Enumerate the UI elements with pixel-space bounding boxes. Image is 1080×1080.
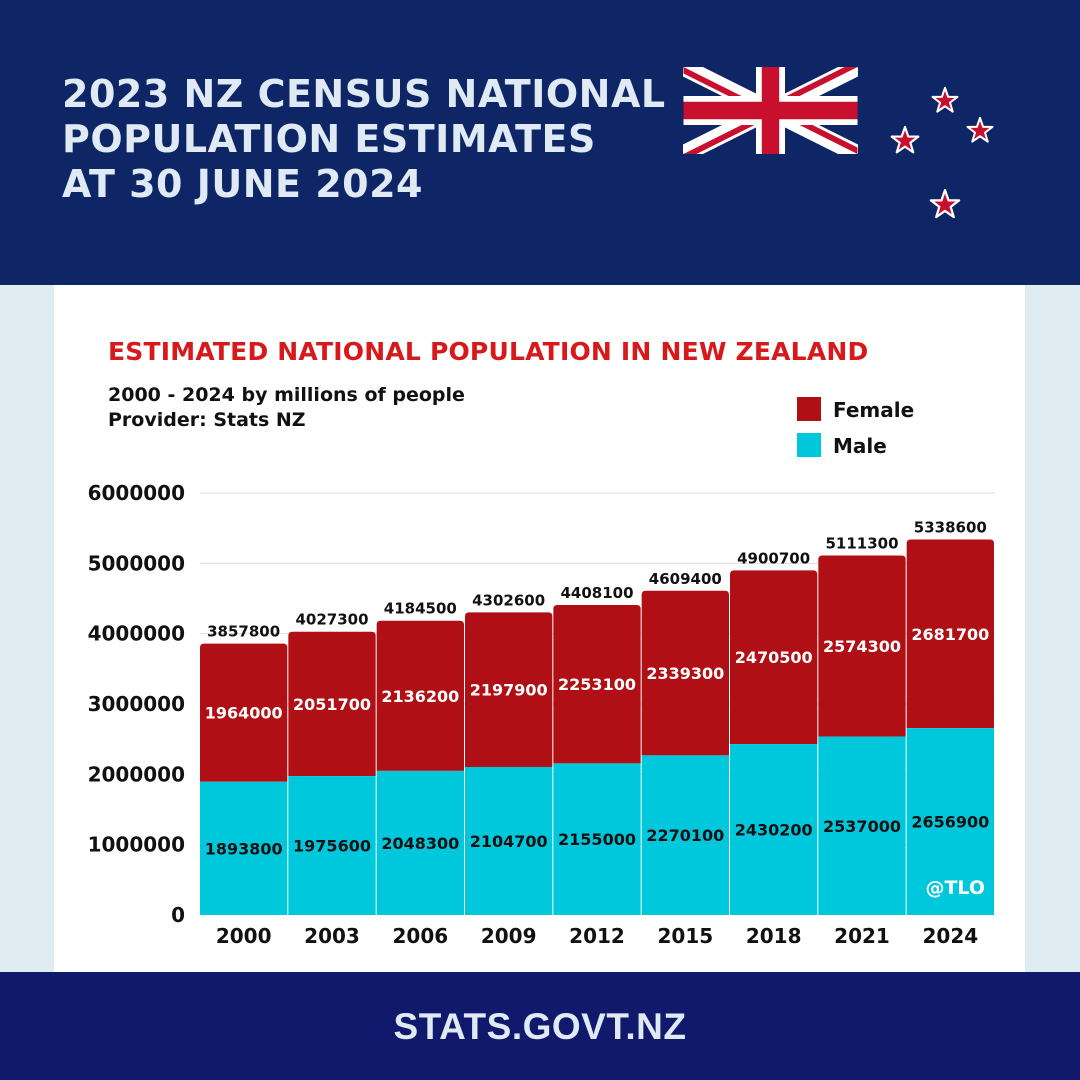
data-label-female: 2681700 (911, 625, 989, 644)
bar-female (641, 590, 729, 756)
bar-male (730, 744, 818, 915)
bar-female (465, 612, 553, 767)
y-tick-label: 4000000 (88, 622, 185, 646)
data-label-male: 2155000 (558, 830, 636, 849)
chart-provider: Provider: Stats NZ (108, 409, 306, 431)
red-star-icon (931, 86, 959, 113)
bar-female (200, 643, 288, 782)
bar-male (818, 736, 906, 915)
x-tick-label: 2003 (304, 924, 360, 948)
data-label-female: 2136200 (381, 687, 459, 706)
stacked-bar-chart: 0 1000000 2000000 3000000 4000000 5000000 6000… (88, 481, 995, 948)
bar-female (906, 539, 994, 729)
data-label-total: 4609400 (649, 570, 722, 588)
y-tick-label: 5000000 (88, 551, 185, 575)
union-jack-icon (683, 67, 858, 154)
chart-panel: ESTIMATED NATIONAL POPULATION IN NEW ZEA… (54, 285, 1025, 972)
title-line-1: 2023 NZ CENSUS NATIONAL (62, 72, 666, 116)
x-tick-label: 2018 (746, 924, 802, 948)
x-tick-label: 2012 (569, 924, 625, 948)
data-label-female: 2339300 (646, 664, 724, 683)
x-tick-label: 2009 (481, 924, 537, 948)
watermark-text: @TLO (925, 877, 985, 899)
y-tick-label: 3000000 (88, 692, 185, 716)
data-label-total: 5111300 (825, 535, 898, 553)
data-label-total: 5338600 (914, 519, 987, 537)
data-label-female: 2470500 (735, 648, 813, 667)
bar-male (553, 763, 641, 915)
data-label-total: 4027300 (295, 611, 368, 629)
x-tick-label: 2024 (922, 924, 978, 948)
red-star-icon (890, 125, 920, 154)
bar-female (288, 631, 376, 777)
data-label-total: 4900700 (737, 549, 810, 567)
data-label-male: 2104700 (470, 832, 548, 851)
bar-female (553, 604, 641, 764)
bar-male (376, 770, 464, 915)
data-label-female: 2574300 (823, 637, 901, 656)
x-tick-label: 2015 (657, 924, 713, 948)
legend-label-male: Male (833, 434, 887, 458)
title-line-3: AT 30 JUNE 2024 (62, 162, 423, 206)
bar-male (288, 776, 376, 915)
data-label-male: 2270100 (646, 826, 724, 845)
data-label-male: 2430200 (735, 821, 813, 840)
bar-male (906, 728, 994, 915)
bar-male (641, 755, 729, 915)
x-tick-label: 2000 (216, 924, 272, 948)
data-label-female: 2051700 (293, 695, 371, 714)
data-label-female: 2197900 (470, 681, 548, 700)
y-tick-label: 2000000 (88, 762, 185, 786)
data-label-male: 2048300 (381, 834, 459, 853)
y-tick-label: 1000000 (88, 833, 185, 857)
bar-female (376, 620, 464, 771)
footer-banner: STATS.GOVT.NZ (0, 972, 1080, 1080)
x-tick-label: 2021 (834, 924, 890, 948)
data-label-total: 4408100 (560, 584, 633, 602)
footer-website-link[interactable]: STATS.GOVT.NZ (393, 1006, 687, 1047)
data-label-total: 3857800 (207, 623, 280, 641)
page-title: 2023 NZ CENSUS NATIONAL POPULATION ESTIM… (62, 72, 666, 207)
data-label-female: 2253100 (558, 675, 636, 694)
y-tick-label: 6000000 (88, 481, 185, 505)
data-label-male: 2537000 (823, 817, 901, 836)
chart-subtitle: 2000 - 2024 by millions of people (108, 384, 465, 406)
data-label-total: 4184500 (384, 600, 457, 618)
data-label-total: 4302600 (472, 591, 545, 609)
bar-female (730, 570, 818, 745)
red-star-icon (966, 116, 994, 143)
y-tick-label: 0 (171, 903, 185, 927)
legend-label-female: Female (833, 398, 915, 422)
legend-swatch-male (797, 433, 821, 457)
title-line-2: POPULATION ESTIMATES (62, 117, 596, 161)
bar-male (465, 766, 553, 915)
data-label-male: 1893800 (205, 839, 283, 858)
x-tick-label: 2006 (392, 924, 448, 948)
chart-title: ESTIMATED NATIONAL POPULATION IN NEW ZEA… (108, 337, 869, 366)
bar-male (200, 781, 288, 915)
data-label-male: 1975600 (293, 837, 371, 856)
red-star-icon (929, 188, 961, 219)
header-banner: 2023 NZ CENSUS NATIONAL POPULATION ESTIM… (0, 0, 1080, 285)
bar-female (818, 555, 906, 737)
data-label-male: 2656900 (911, 813, 989, 832)
legend-swatch-female (797, 397, 821, 421)
data-label-female: 1964000 (205, 704, 283, 723)
